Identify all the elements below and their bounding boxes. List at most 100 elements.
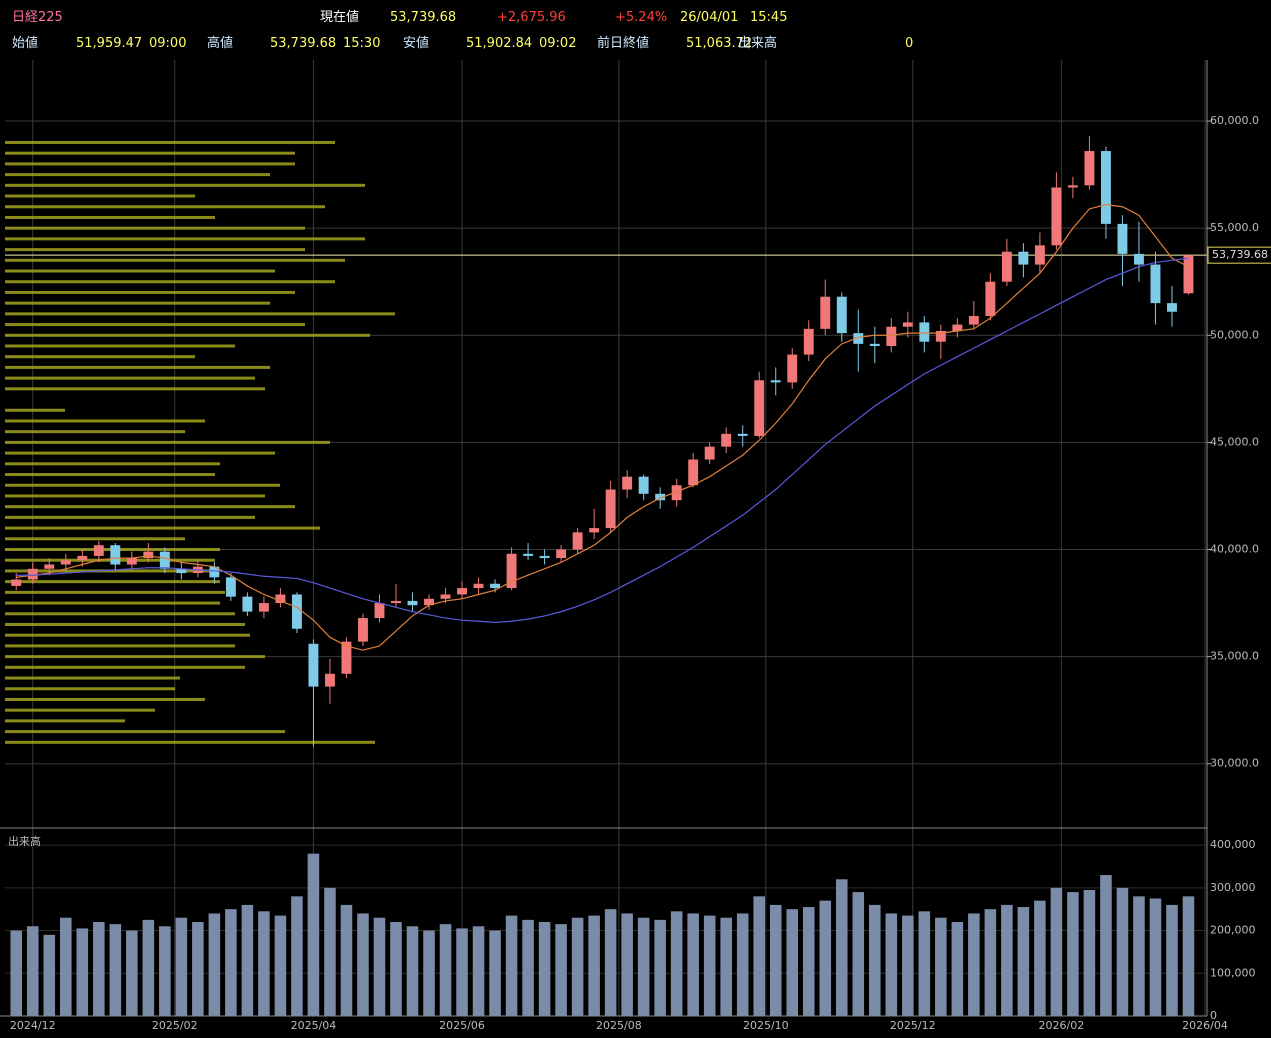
volume-bar	[935, 917, 947, 1016]
volume-bar	[10, 930, 23, 1016]
candle-body	[1001, 251, 1012, 282]
volume-profile-bar	[5, 483, 280, 487]
candle-body	[407, 600, 418, 606]
volume-profile-bar	[5, 740, 375, 744]
candle-body	[688, 459, 699, 486]
volume-bar	[324, 887, 336, 1016]
volume-profile-bar	[5, 376, 255, 380]
candle-body	[523, 553, 534, 556]
volume-bar	[1182, 896, 1195, 1016]
candle-body	[919, 322, 930, 342]
label: 安値	[403, 36, 430, 51]
y-tick-label: 35,000.0	[1210, 650, 1259, 663]
volume-bar	[126, 930, 138, 1016]
volume-profile-bar	[5, 505, 295, 509]
volume-bar	[984, 909, 997, 1016]
candle-body	[391, 600, 401, 604]
candle-body	[44, 564, 55, 569]
volume-profile-bar	[5, 730, 285, 734]
volume-profile-bar	[5, 590, 225, 594]
volume-bar	[175, 917, 188, 1016]
volume-profile-bar	[5, 612, 235, 616]
candle-body	[143, 551, 154, 559]
candle-body	[1134, 253, 1144, 265]
candle-body	[638, 476, 649, 494]
candle-body	[11, 579, 22, 586]
volume-bar	[489, 930, 501, 1016]
volume-bar	[720, 917, 732, 1016]
volume-bar	[76, 928, 89, 1016]
candle-body	[506, 553, 517, 589]
candle-body	[1034, 245, 1045, 265]
candle-body	[671, 485, 682, 501]
candle-body	[589, 528, 600, 533]
candle-body	[126, 558, 137, 565]
candle-body	[721, 433, 732, 447]
volume-bar	[1017, 907, 1030, 1016]
volume-bar	[604, 909, 617, 1016]
volume-bar	[373, 917, 386, 1016]
volume-profile-bar	[5, 323, 305, 327]
label: 現在値	[320, 10, 360, 25]
label: 前日終値	[597, 36, 650, 51]
volume-profile-bar	[5, 205, 325, 209]
value: +5.24%	[615, 10, 668, 25]
volume-bar	[159, 926, 171, 1016]
candle-body	[886, 326, 897, 346]
candle-body	[935, 330, 946, 342]
volume-bar	[968, 913, 980, 1016]
candle-body	[556, 549, 567, 559]
volume-profile-bar	[5, 526, 320, 530]
candle-body	[952, 324, 963, 331]
x-tick-label: 2025/04	[291, 1019, 337, 1032]
volume-bar	[571, 917, 584, 1016]
value: 0	[905, 36, 914, 51]
volume-profile-bar	[5, 569, 215, 573]
volume-bar	[852, 892, 865, 1016]
volume-profile-bar	[5, 440, 330, 444]
volume-bar	[1067, 892, 1079, 1016]
candle-body	[341, 641, 352, 674]
volume-bar	[439, 924, 452, 1016]
candle-body	[308, 643, 319, 687]
candle-body	[1067, 185, 1078, 188]
volume-profile-bar	[5, 344, 235, 348]
volume-profile-bar	[5, 708, 155, 712]
candle-body	[787, 354, 798, 383]
volume-profile-bar	[5, 408, 65, 412]
volume-bar	[225, 909, 237, 1016]
volume-bar	[869, 904, 881, 1016]
volume-profile-bar	[5, 462, 220, 466]
index-name: 日経225	[12, 10, 63, 25]
volume-profile-bar	[5, 151, 295, 155]
candle-body	[902, 322, 913, 327]
volume-bar	[687, 913, 699, 1016]
volume-bar	[1100, 875, 1112, 1016]
volume-bar	[703, 915, 716, 1016]
value: 53,739.68	[390, 10, 457, 25]
volume-profile-bar	[5, 473, 215, 477]
volume-profile-bar	[5, 665, 245, 669]
volume-bar	[951, 922, 964, 1016]
volume-profile-bar	[5, 697, 205, 701]
moving-average	[16, 203, 1189, 651]
volume-profile-bar	[5, 601, 220, 605]
candle-body	[1117, 223, 1128, 254]
volume-profile-bar	[5, 644, 235, 648]
candle-body	[60, 560, 71, 565]
volume-bar	[522, 919, 534, 1016]
volume-profile-bar	[5, 622, 245, 626]
volume-bar	[835, 879, 848, 1016]
candle-body	[704, 446, 715, 460]
candle-body	[1167, 303, 1177, 312]
candle-body	[820, 296, 831, 329]
candle-body	[457, 588, 467, 595]
volume-profile-bar	[5, 451, 275, 455]
volume-bar	[423, 930, 435, 1016]
candle-body	[655, 493, 666, 501]
volume-bar	[109, 924, 122, 1016]
candle-body	[836, 296, 847, 334]
volume-bar	[786, 909, 799, 1016]
volume-bar	[902, 915, 914, 1016]
